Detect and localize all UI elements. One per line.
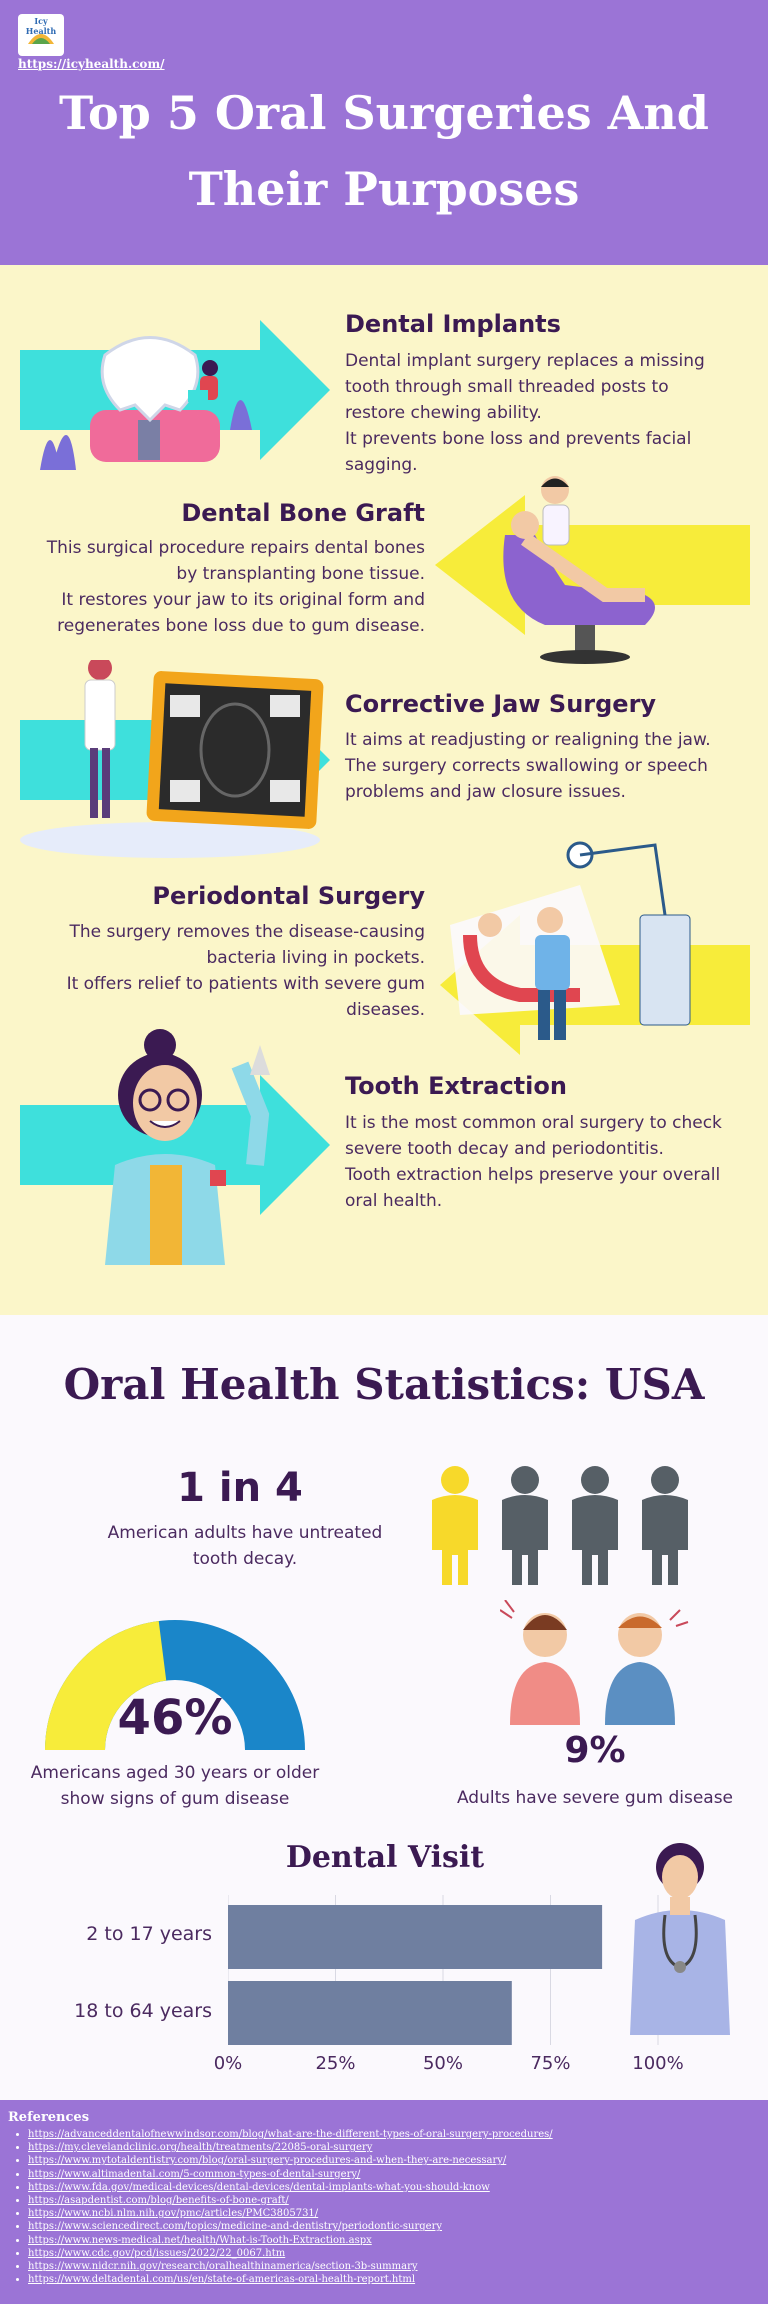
desc-line: restore chewing ability. <box>345 403 542 423</box>
desc-line: tooth through small threaded posts to <box>345 377 669 397</box>
reference-link[interactable]: https://www.sciencedirect.com/topics/med… <box>28 2220 748 2233</box>
bar-label-18-64: 18 to 64 years <box>74 2000 212 2022</box>
logo-graphic-icon <box>28 34 54 44</box>
header-banner: Icy Health https://icyhealth.com/ Top 5 … <box>0 0 768 265</box>
surgery-title-periodontal: Periodontal Surgery <box>152 882 425 910</box>
x-tick: 25% <box>315 2053 356 2074</box>
stat-1-in-4-label: American adults have untreated tooth dec… <box>60 1520 430 1572</box>
x-tick: 75% <box>530 2053 571 2074</box>
desc-line: oral health. <box>345 1191 443 1211</box>
reference-link[interactable]: https://my.clevelandclinic.org/health/tr… <box>28 2141 748 2154</box>
surgery-title-bone-graft: Dental Bone Graft <box>181 499 425 527</box>
reference-link[interactable]: https://advanceddentalofnewwindsor.com/b… <box>28 2128 748 2141</box>
reference-link[interactable]: https://www.fda.gov/medical-devices/dent… <box>28 2181 748 2194</box>
reference-link[interactable]: https://asapdentist.com/blog/benefits-of… <box>28 2194 748 2207</box>
desc-line: sagging. <box>345 455 418 475</box>
stat-46-label: Americans aged 30 years or older show si… <box>15 1760 335 1812</box>
bar-label-2-17: 2 to 17 years <box>86 1923 212 1945</box>
site-link[interactable]: https://icyhealth.com/ <box>18 57 165 71</box>
stat-label-line: tooth decay. <box>192 1549 298 1569</box>
desc-line: by transplanting bone tissue. <box>176 564 425 584</box>
desc-line: bacteria living in pockets. <box>206 948 425 968</box>
person-icon-highlight <box>432 1466 478 1585</box>
desc-line: This surgical procedure repairs dental b… <box>46 538 425 558</box>
dental-visit-chart <box>228 1895 659 2045</box>
desc-line: It prevents bone loss and prevents facia… <box>345 429 692 449</box>
stat-1-in-4-value: 1 in 4 <box>177 1465 303 1511</box>
desc-line: The surgery corrects swallowing or speec… <box>345 756 708 776</box>
reference-link[interactable]: https://www.cdc.gov/pcd/issues/2022/22_0… <box>28 2247 748 2260</box>
site-logo[interactable]: Icy Health <box>18 14 64 56</box>
x-tick: 50% <box>422 2053 463 2074</box>
reference-link[interactable]: https://www.altimadental.com/5-common-ty… <box>28 2168 748 2181</box>
jaw-xray-illustration <box>20 660 330 858</box>
stat-label-line: American adults have untreated <box>107 1523 383 1543</box>
stat-46-value: 46% <box>117 1690 233 1746</box>
gauge-fill <box>45 1621 167 1750</box>
reference-link[interactable]: https://www.deltadental.com/us/en/state-… <box>28 2273 748 2286</box>
x-tick: 0% <box>213 2053 243 2074</box>
x-tick: 100% <box>632 2053 684 2074</box>
desc-line: regenerates bone loss due to gum disease… <box>57 616 425 636</box>
stat-label-line: Americans aged 30 years or older <box>30 1763 320 1783</box>
surgery-title-tooth-extraction: Tooth Extraction <box>345 1072 567 1100</box>
bar-1 <box>228 1981 512 2045</box>
surgery-desc-bone-graft: This surgical procedure repairs dental b… <box>20 535 425 639</box>
gum-disease-gauge <box>45 1620 305 1750</box>
logo-text: Icy Health <box>25 16 57 36</box>
reference-link[interactable]: https://www.nidcr.nih.gov/research/oralh… <box>28 2260 748 2273</box>
desc-line: problems and jaw closure issues. <box>345 782 626 802</box>
references-list: https://advanceddentalofnewwindsor.com/b… <box>8 2128 748 2286</box>
surgeries-section: Dental Implants Dental implant surgery r… <box>0 265 768 1315</box>
dental-implant-illustration <box>20 320 330 470</box>
desc-line: Dental implant surgery replaces a missin… <box>345 351 705 371</box>
tooth-extraction-illustration <box>20 1029 330 1265</box>
surgery-desc-jaw-surgery: It aims at readjusting or realigning the… <box>345 727 711 805</box>
reference-link[interactable]: https://www.mytotaldentistry.com/blog/or… <box>28 2154 748 2167</box>
desc-line: severe tooth decay and periodontitis. <box>345 1139 664 1159</box>
desc-line: It aims at readjusting or realigning the… <box>345 730 711 750</box>
reference-link[interactable]: https://www.news-medical.net/health/What… <box>28 2234 748 2247</box>
surgery-desc-tooth-extraction: It is the most common oral surgery to ch… <box>345 1110 722 1214</box>
desc-line: It is the most common oral surgery to ch… <box>345 1113 722 1133</box>
desc-line: It restores your jaw to its original for… <box>61 590 425 610</box>
toothache-people-illustration <box>500 1600 689 1725</box>
statistics-title: Oral Health Statistics: USA <box>63 1360 705 1409</box>
references-section: References https://advanceddentalofnewwi… <box>0 2100 768 2304</box>
bar-0 <box>228 1905 603 1969</box>
people-one-in-four-icon <box>432 1466 688 1585</box>
title-line-1: Top 5 Oral Surgeries And <box>59 86 709 140</box>
dental-visit-title: Dental Visit <box>285 1840 485 1875</box>
desc-line: The surgery removes the disease-causing <box>69 922 425 942</box>
periodontal-clinic-illustration <box>440 841 750 1055</box>
dental-chair-illustration <box>435 476 750 664</box>
page-title: Top 5 Oral Surgeries And Their Purposes <box>40 75 728 227</box>
desc-line: Tooth extraction helps preserve your ove… <box>345 1165 721 1185</box>
nurse-illustration <box>630 1843 730 2035</box>
title-line-2: Their Purposes <box>188 162 580 216</box>
stat-9-value: 9% <box>564 1730 626 1771</box>
surgery-desc-dental-implants: Dental implant surgery replaces a missin… <box>345 348 705 478</box>
surgery-desc-periodontal: The surgery removes the disease-causing … <box>20 919 425 1023</box>
desc-line: It offers relief to patients with severe… <box>66 974 425 994</box>
desc-line: diseases. <box>346 1000 425 1020</box>
reference-link[interactable]: https://www.ncbi.nlm.nih.gov/pmc/article… <box>28 2207 748 2220</box>
stat-9-label: Adults have severe gum disease <box>456 1788 734 1808</box>
surgery-title-jaw-surgery: Corrective Jaw Surgery <box>345 690 657 718</box>
surgery-title-dental-implants: Dental Implants <box>345 310 561 338</box>
stat-label-line: show signs of gum disease <box>60 1789 290 1809</box>
references-heading: References <box>8 2110 90 2125</box>
